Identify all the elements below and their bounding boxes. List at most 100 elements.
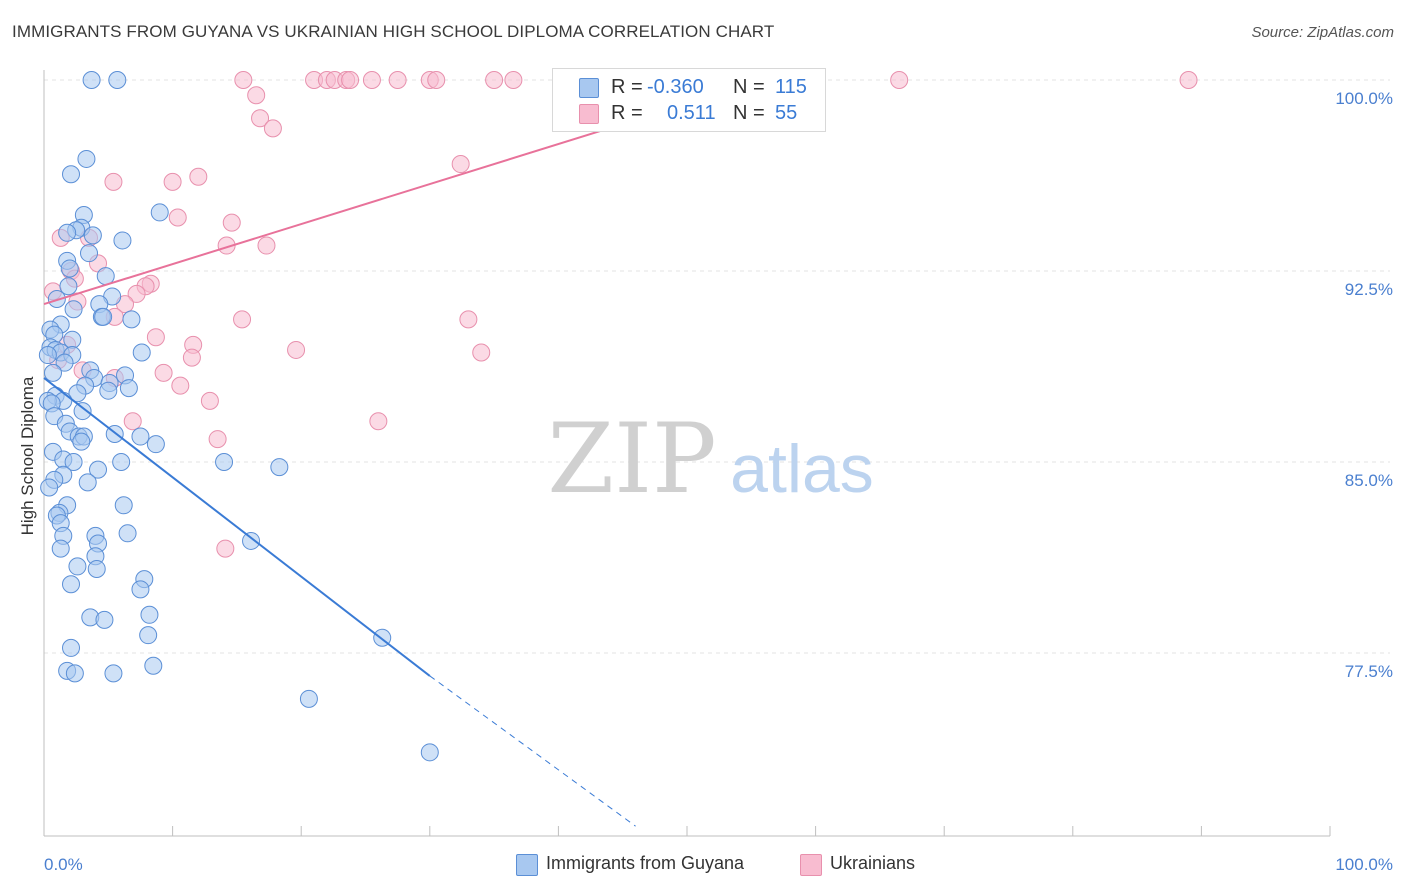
data-point-ukrainians [234,71,253,89]
trend-line-guyana [43,377,431,677]
data-point-ukrainians [451,155,470,174]
data-point-guyana [150,203,169,222]
data-point-guyana [420,743,439,762]
data-point-ukrainians [427,71,446,89]
data-point-guyana [68,384,87,403]
data-point-guyana [44,363,63,382]
chart-title: IMMIGRANTS FROM GUYANA VS UKRAINIAN HIGH… [12,22,775,41]
data-point-ukrainians [127,284,146,303]
legend-n-label: N = [733,102,765,124]
data-point-ukrainians [163,172,182,191]
watermark-zip: ZIP [547,403,716,515]
data-point-guyana [72,432,91,451]
data-point-guyana [112,453,131,471]
data-point-ukrainians [362,71,381,89]
data-point-guyana [114,496,133,515]
data-point-guyana [64,453,83,471]
data-point-guyana [51,539,70,558]
data-point-guyana [131,427,150,446]
x-tick-label: 0.0% [44,855,83,874]
legend-r-label: R = [611,76,643,98]
y-tick-label: 100.0% [1335,89,1393,108]
gridlines [44,79,1390,654]
data-point-ukrainians [257,236,276,255]
legend-swatch-pink [579,104,599,124]
data-point-ukrainians [287,340,306,359]
data-point-ukrainians [104,172,123,191]
data-point-guyana [82,71,101,89]
data-point-guyana [99,381,118,400]
y-tick-label: 77.5% [1345,662,1393,681]
data-point-ukrainians [504,71,523,89]
data-point-ukrainians [263,119,282,138]
data-point-guyana [104,664,123,683]
legend-row-ukrainians: R = 0.511 N = 55 [553,102,825,126]
watermark: ZIP atlas [547,403,873,515]
data-point-guyana [65,664,84,683]
data-point-guyana [55,353,74,372]
legend-r-label: R = [611,102,643,124]
data-point-guyana [131,580,150,599]
data-point-ukrainians [251,109,270,128]
y-tick-label: 85.0% [1345,471,1393,490]
legend-n-label: N = [733,76,765,98]
data-point-guyana [64,300,83,319]
data-point-ukrainians [459,310,478,329]
data-point-guyana [73,402,92,421]
series-guyana [38,71,439,762]
data-point-ukrainians [369,412,388,431]
data-point-guyana [146,435,165,454]
data-point-guyana [144,656,163,675]
bottom-legend-swatch-pink [800,854,822,876]
data-point-guyana [108,71,127,89]
data-point-guyana [62,638,81,657]
data-point-ukrainians [222,213,241,232]
data-point-ukrainians [216,539,235,558]
data-point-guyana [60,259,79,278]
data-point-ukrainians [1179,71,1198,89]
data-point-ukrainians [189,167,208,186]
data-point-ukrainians [146,328,165,347]
data-point-guyana [59,277,78,296]
legend-r-value: 0.511 [667,102,716,124]
data-point-ukrainians [341,71,360,89]
data-point-guyana [113,231,132,250]
y-tick-labels: 77.5% 85.0% 92.5% 100.0% [1335,89,1393,681]
data-point-ukrainians [168,208,187,227]
data-point-guyana [242,531,261,550]
data-point-guyana [139,626,158,645]
data-point-ukrainians [200,391,219,410]
data-point-guyana [122,310,141,329]
x-tick-labels: 0.0% 100.0% [44,855,1393,874]
legend-swatch-blue [579,78,599,98]
data-point-guyana [83,226,102,245]
watermark-atlas: atlas [730,431,874,507]
data-point-guyana [215,453,234,471]
data-point-guyana [47,290,66,309]
data-point-guyana [118,524,137,543]
data-point-guyana [89,460,108,479]
data-point-guyana [140,605,159,624]
data-point-guyana [132,343,151,362]
data-point-ukrainians [208,430,227,449]
bottom-legend-swatch-blue [516,854,538,876]
bottom-legend-label: Ukrainians [830,853,916,873]
data-point-guyana [62,165,81,184]
legend-n-value: 115 [775,76,807,98]
data-point-ukrainians [247,86,266,105]
data-point-ukrainians [182,348,201,367]
data-point-ukrainians [233,310,252,329]
data-point-guyana [80,244,99,263]
data-point-guyana [77,149,96,168]
data-point-ukrainians [472,343,491,362]
data-point-guyana [68,557,87,576]
axes [43,70,1331,837]
x-tick-label: 100.0% [1335,855,1393,874]
data-point-guyana [78,473,97,492]
data-point-ukrainians [171,376,190,395]
data-point-guyana [119,379,138,398]
data-point-ukrainians [154,363,173,382]
data-point-guyana [95,610,114,629]
data-point-guyana [299,689,318,708]
